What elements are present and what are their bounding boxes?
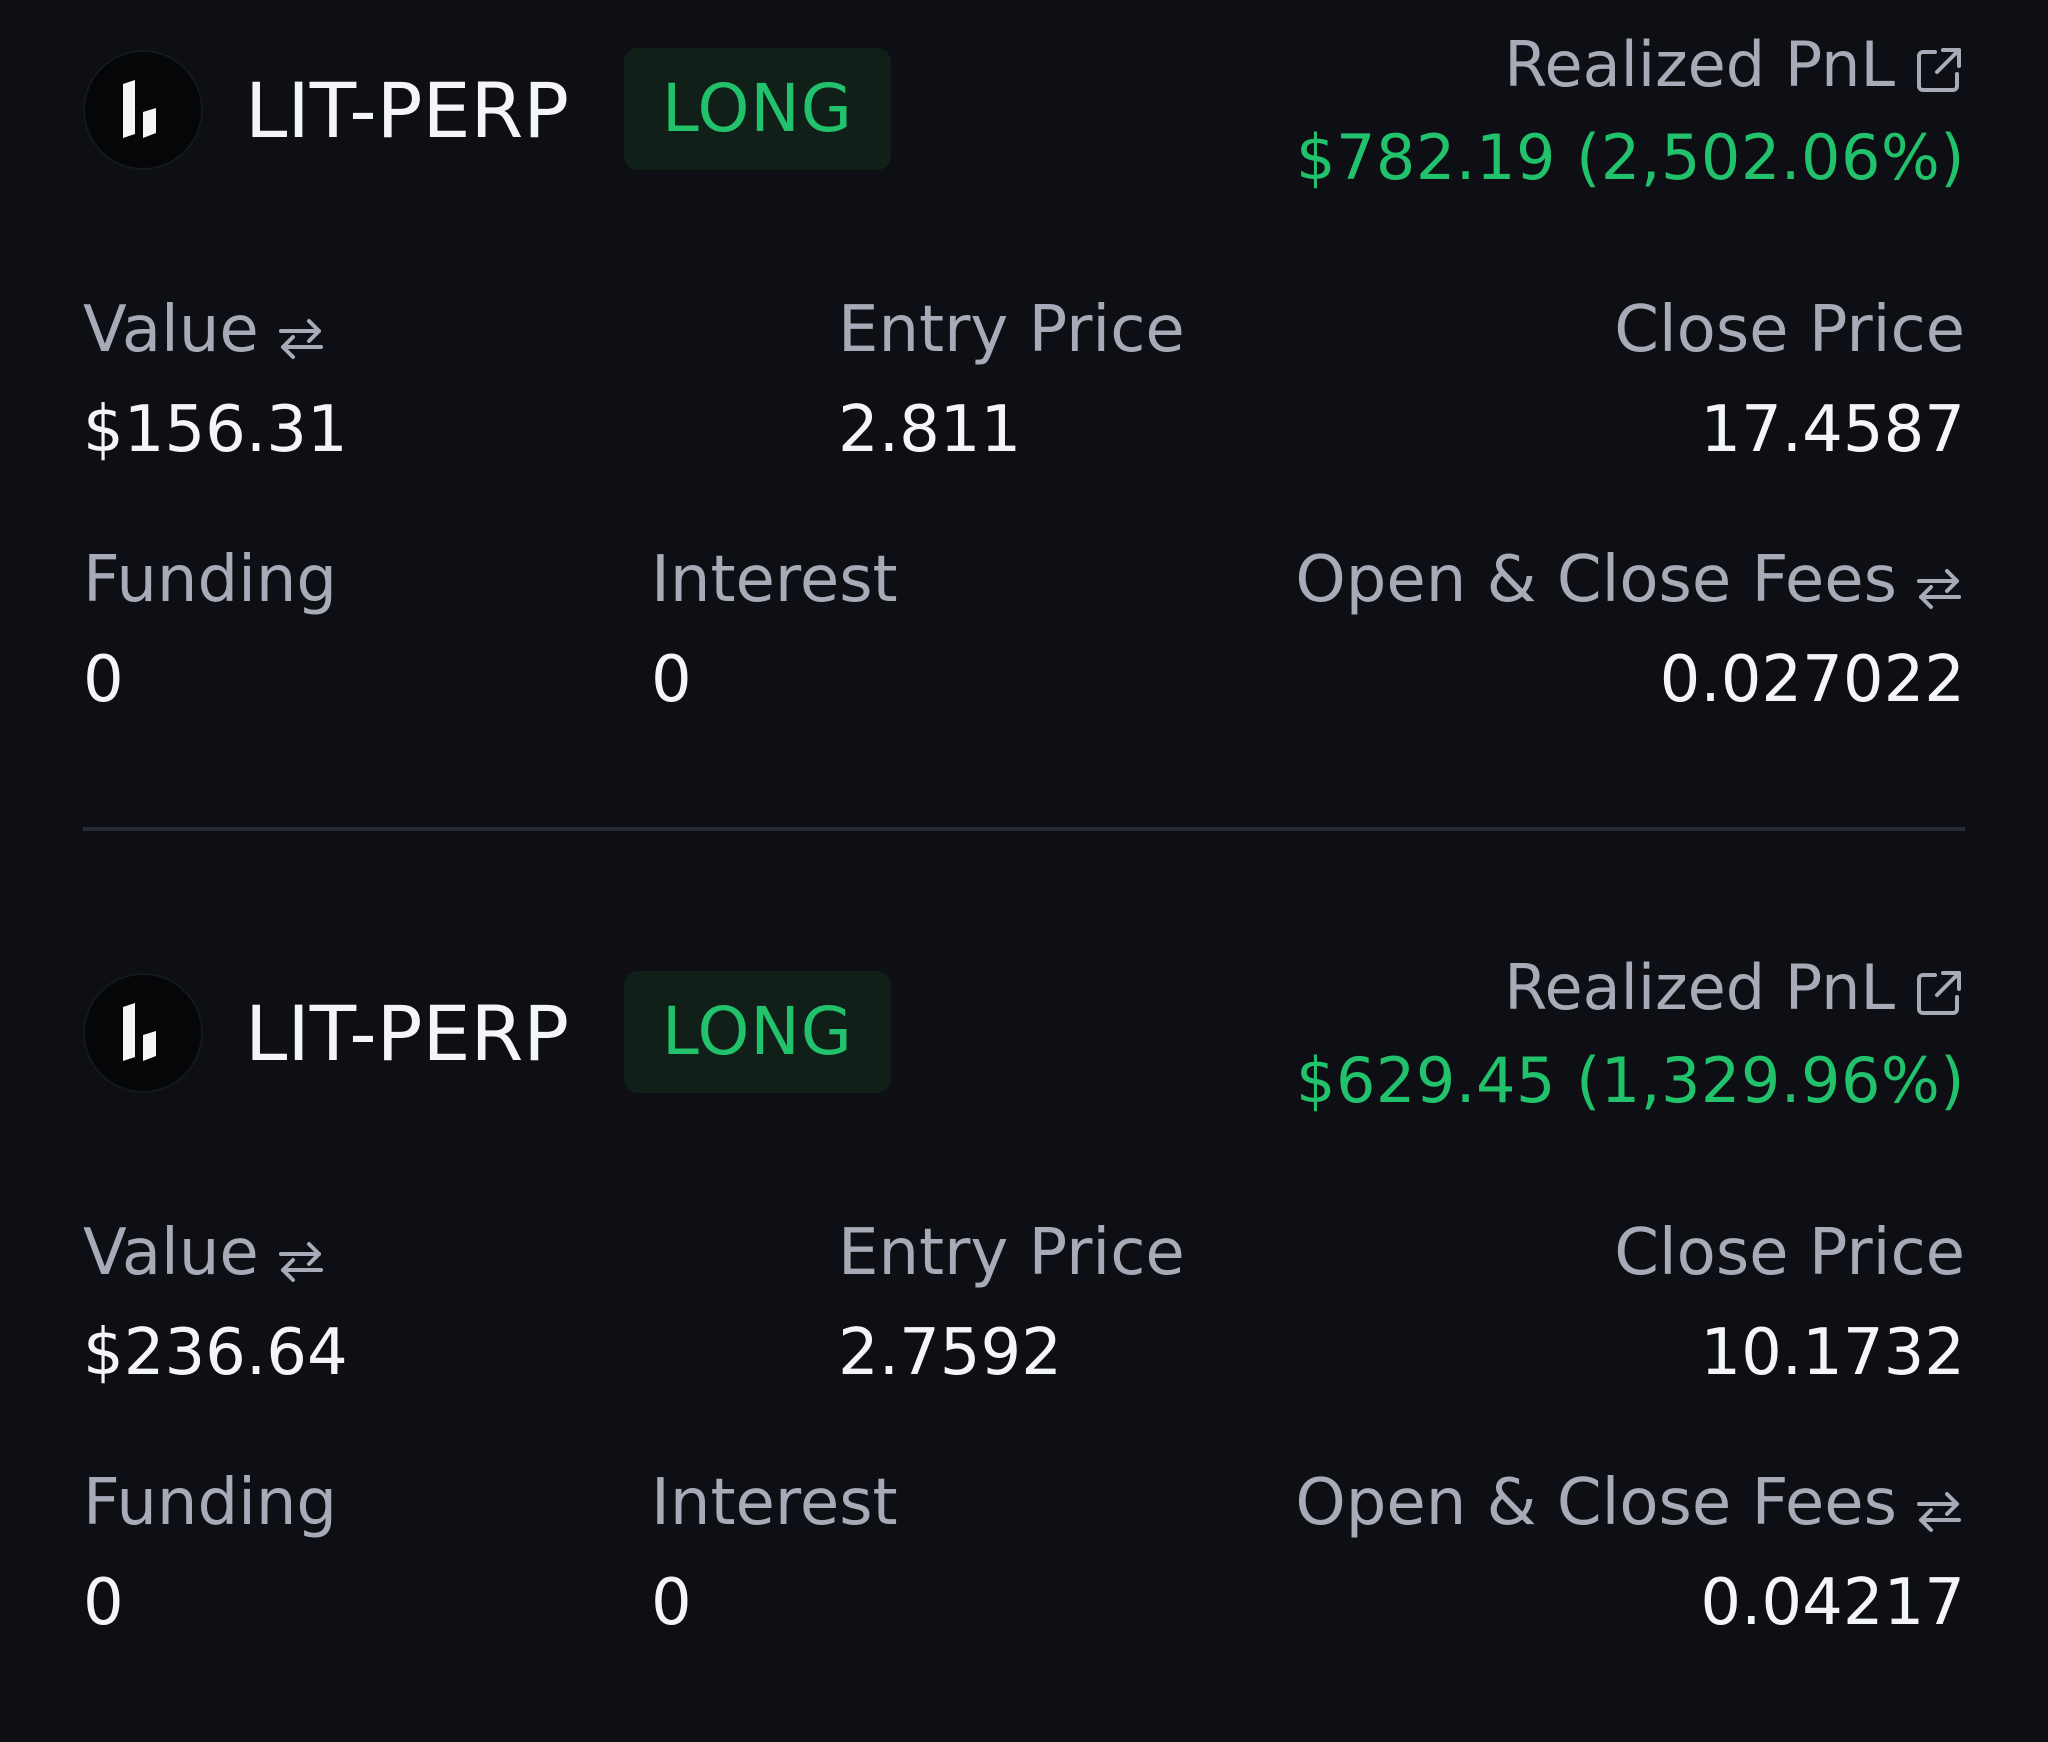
interest-value: 0 bbox=[651, 1566, 692, 1640]
realized-pnl-value: $782.19 (2,502.06%) bbox=[1296, 118, 1965, 198]
entry-price-label: Entry Price bbox=[838, 293, 1185, 367]
realized-pnl-link[interactable]: Realized PnL bbox=[1504, 949, 1965, 1025]
interest-label: Interest bbox=[651, 1466, 898, 1540]
lighter-logo-icon bbox=[83, 973, 203, 1093]
interest-label: Interest bbox=[651, 543, 898, 617]
realized-pnl-link[interactable]: Realized PnL bbox=[1504, 26, 1965, 102]
swap-arrows-icon[interactable] bbox=[275, 1227, 327, 1282]
position-header: LIT-PERP LONG Realized PnL $782.19 (2,50… bbox=[83, 0, 1965, 220]
funding-value: 0 bbox=[83, 643, 124, 717]
swap-arrows-icon[interactable] bbox=[1913, 1477, 1965, 1532]
card-divider bbox=[83, 827, 1965, 831]
realized-pnl-amount: $629.45 bbox=[1296, 1044, 1556, 1117]
value-label: Value bbox=[83, 1216, 259, 1290]
value-field: Value $236.64 bbox=[83, 1213, 348, 1393]
swap-arrows-icon[interactable] bbox=[275, 304, 327, 359]
interest-field: Interest 0 bbox=[651, 540, 898, 720]
external-link-icon[interactable] bbox=[1913, 961, 1965, 1015]
interest-field: Interest 0 bbox=[651, 1463, 898, 1643]
close-price-value: 10.1732 bbox=[1700, 1316, 1965, 1390]
side-badge: LONG bbox=[624, 48, 891, 170]
value-label: Value bbox=[83, 293, 259, 367]
realized-pnl-value: $629.45 (1,329.96%) bbox=[1296, 1041, 1965, 1121]
fees-value: 0.027022 bbox=[1659, 643, 1965, 717]
close-price-label: Close Price bbox=[1614, 1216, 1965, 1290]
fees-value: 0.04217 bbox=[1700, 1566, 1965, 1640]
swap-arrows-icon[interactable] bbox=[1913, 554, 1965, 609]
fees-field: Open & Close Fees 0.027022 bbox=[1295, 540, 1965, 720]
entry-price-value: 2.7592 bbox=[838, 1316, 1062, 1390]
position-card[interactable]: LIT-PERP LONG Realized PnL $629.45 (1,32… bbox=[83, 923, 1965, 1640]
close-price-field: Close Price 10.1732 bbox=[1614, 1213, 1965, 1393]
value-toggle[interactable]: Value bbox=[83, 290, 348, 370]
funding-value: 0 bbox=[83, 1566, 124, 1640]
side-badge: LONG bbox=[624, 971, 891, 1093]
fees-toggle[interactable]: Open & Close Fees bbox=[1295, 1463, 1965, 1543]
market-symbol: LIT-PERP bbox=[245, 989, 570, 1078]
value-field: Value $156.31 bbox=[83, 290, 348, 470]
realized-pnl-percent: (1,329.96%) bbox=[1576, 1044, 1965, 1117]
fees-label: Open & Close Fees bbox=[1295, 543, 1897, 617]
value-amount: $156.31 bbox=[83, 393, 348, 467]
funding-label: Funding bbox=[83, 1466, 338, 1540]
entry-price-field: Entry Price 2.7592 bbox=[838, 1213, 1185, 1393]
position-header: LIT-PERP LONG Realized PnL $629.45 (1,32… bbox=[83, 923, 1965, 1143]
funding-field: Funding 0 bbox=[83, 540, 337, 720]
realized-pnl-label: Realized PnL bbox=[1504, 950, 1895, 1024]
value-toggle[interactable]: Value bbox=[83, 1213, 348, 1293]
position-card[interactable]: LIT-PERP LONG Realized PnL $782.19 (2,50… bbox=[83, 0, 1965, 717]
interest-value: 0 bbox=[651, 643, 692, 717]
realized-pnl-percent: (2,502.06%) bbox=[1576, 121, 1965, 194]
market-symbol: LIT-PERP bbox=[245, 66, 570, 155]
close-price-label: Close Price bbox=[1614, 293, 1965, 367]
fees-field: Open & Close Fees 0.04217 bbox=[1295, 1463, 1965, 1643]
funding-field: Funding 0 bbox=[83, 1463, 337, 1643]
external-link-icon[interactable] bbox=[1913, 38, 1965, 92]
fees-toggle[interactable]: Open & Close Fees bbox=[1295, 540, 1965, 620]
close-price-value: 17.4587 bbox=[1700, 393, 1965, 467]
entry-price-field: Entry Price 2.811 bbox=[838, 290, 1185, 470]
entry-price-label: Entry Price bbox=[838, 1216, 1185, 1290]
realized-pnl-label: Realized PnL bbox=[1504, 27, 1895, 101]
close-price-field: Close Price 17.4587 bbox=[1614, 290, 1965, 470]
entry-price-value: 2.811 bbox=[838, 393, 1022, 467]
funding-label: Funding bbox=[83, 543, 338, 617]
realized-pnl-amount: $782.19 bbox=[1296, 121, 1556, 194]
value-amount: $236.64 bbox=[83, 1316, 348, 1390]
fees-label: Open & Close Fees bbox=[1295, 1466, 1897, 1540]
lighter-logo-icon bbox=[83, 50, 203, 170]
